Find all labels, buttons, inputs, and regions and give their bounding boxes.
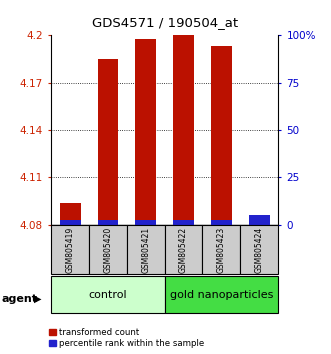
FancyBboxPatch shape: [165, 225, 203, 274]
Bar: [135, 220, 156, 225]
FancyBboxPatch shape: [165, 276, 278, 313]
Text: GSM805422: GSM805422: [179, 227, 188, 273]
Text: ▶: ▶: [34, 294, 42, 304]
FancyBboxPatch shape: [51, 276, 165, 313]
Bar: [60, 203, 80, 225]
Bar: [98, 59, 118, 225]
Bar: [173, 35, 194, 225]
FancyBboxPatch shape: [203, 225, 240, 274]
Text: control: control: [89, 290, 127, 300]
Text: gold nanoparticles: gold nanoparticles: [170, 290, 273, 300]
FancyBboxPatch shape: [240, 225, 278, 274]
Text: agent: agent: [2, 294, 38, 304]
Bar: [249, 215, 269, 225]
Bar: [211, 46, 232, 225]
Text: GDS4571 / 190504_at: GDS4571 / 190504_at: [92, 16, 239, 29]
Legend: transformed count, percentile rank within the sample: transformed count, percentile rank withi…: [47, 326, 206, 350]
Text: GSM805421: GSM805421: [141, 227, 150, 273]
Text: GSM805420: GSM805420: [104, 227, 113, 273]
Bar: [60, 220, 80, 225]
Text: GSM805424: GSM805424: [255, 227, 264, 273]
Bar: [211, 220, 232, 225]
Bar: [98, 220, 118, 225]
Text: GSM805419: GSM805419: [66, 227, 75, 273]
Bar: [135, 39, 156, 225]
FancyBboxPatch shape: [127, 225, 165, 274]
FancyBboxPatch shape: [89, 225, 127, 274]
FancyBboxPatch shape: [51, 225, 89, 274]
Text: GSM805423: GSM805423: [217, 227, 226, 273]
Bar: [173, 220, 194, 225]
